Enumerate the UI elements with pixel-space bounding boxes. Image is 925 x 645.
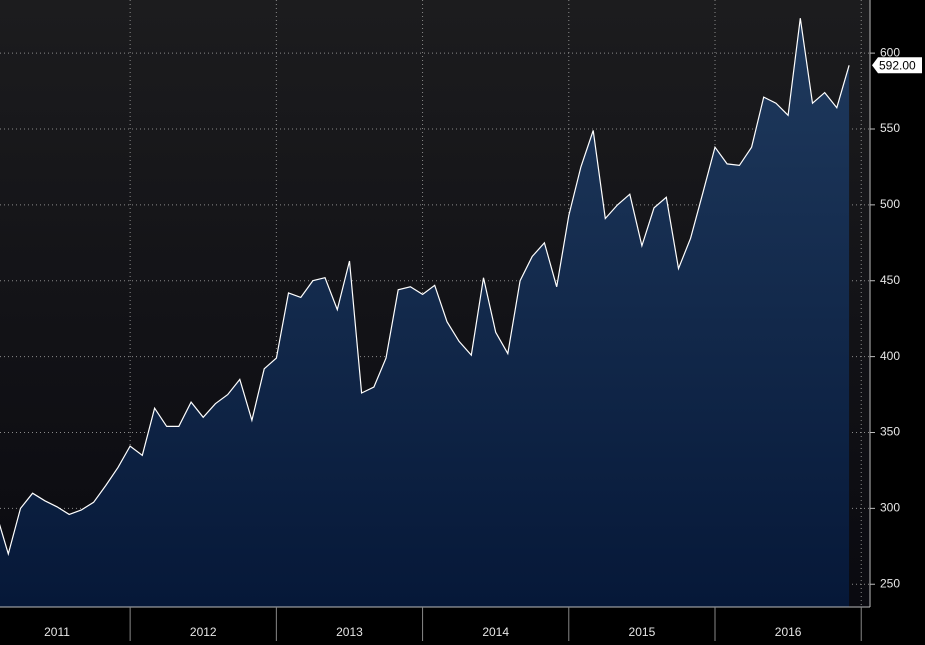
y-tick-label: 350 bbox=[880, 425, 900, 439]
x-tick-label: 2015 bbox=[629, 625, 656, 639]
y-tick-label: 400 bbox=[880, 349, 900, 363]
y-tick-label: 500 bbox=[880, 197, 900, 211]
y-tick-label: 250 bbox=[880, 576, 900, 590]
area bbox=[0, 18, 850, 607]
y-tick-label: 600 bbox=[880, 45, 900, 59]
x-tick-label: 2011 bbox=[44, 625, 70, 639]
axes: 250 300 350 400 450 500 550 600 2011 2012 2013 2014… bbox=[44, 45, 922, 641]
x-tick-label: 2016 bbox=[775, 625, 802, 639]
y-tick-label: 550 bbox=[880, 121, 900, 135]
last-value-tag: 592.00 bbox=[872, 57, 922, 74]
tag-box bbox=[872, 57, 922, 74]
tag-label: 592.00 bbox=[879, 58, 916, 72]
x-tick-label: 2014 bbox=[482, 625, 509, 639]
plot bbox=[0, 18, 850, 607]
x-tick-label: 2013 bbox=[336, 625, 363, 639]
y-tick-label: 300 bbox=[880, 501, 900, 515]
line bbox=[0, 18, 850, 557]
x-tick-label: 2012 bbox=[190, 625, 217, 639]
y-tick-label: 450 bbox=[880, 273, 900, 287]
